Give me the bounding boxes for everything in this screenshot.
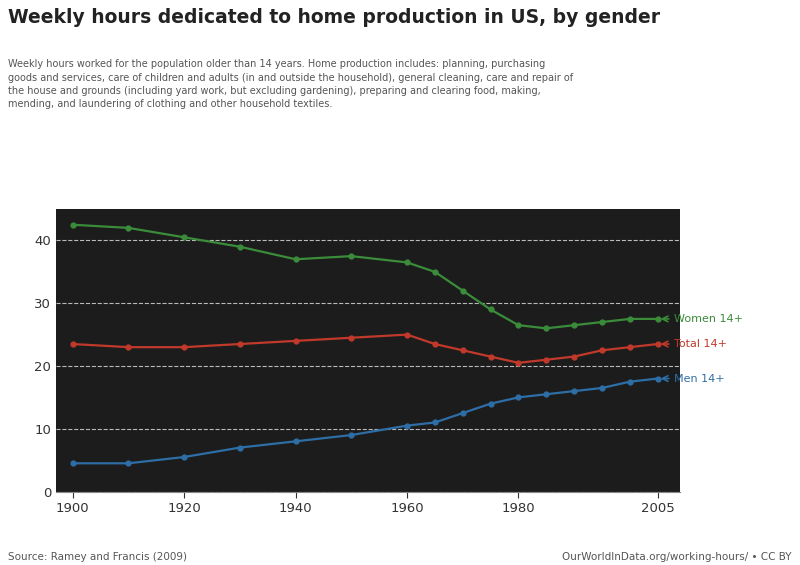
Text: Women 14+: Women 14+ [662, 314, 743, 324]
Text: OurWorldInData.org/working-hours/ • CC BY: OurWorldInData.org/working-hours/ • CC B… [562, 552, 792, 562]
Text: Weekly hours dedicated to home production in US, by gender: Weekly hours dedicated to home productio… [8, 8, 660, 28]
Text: Source: Ramey and Francis (2009): Source: Ramey and Francis (2009) [8, 552, 187, 562]
Text: Men 14+: Men 14+ [662, 373, 725, 384]
Text: Total 14+: Total 14+ [662, 339, 727, 349]
Text: Weekly hours worked for the population older than 14 years. Home production incl: Weekly hours worked for the population o… [8, 59, 573, 109]
